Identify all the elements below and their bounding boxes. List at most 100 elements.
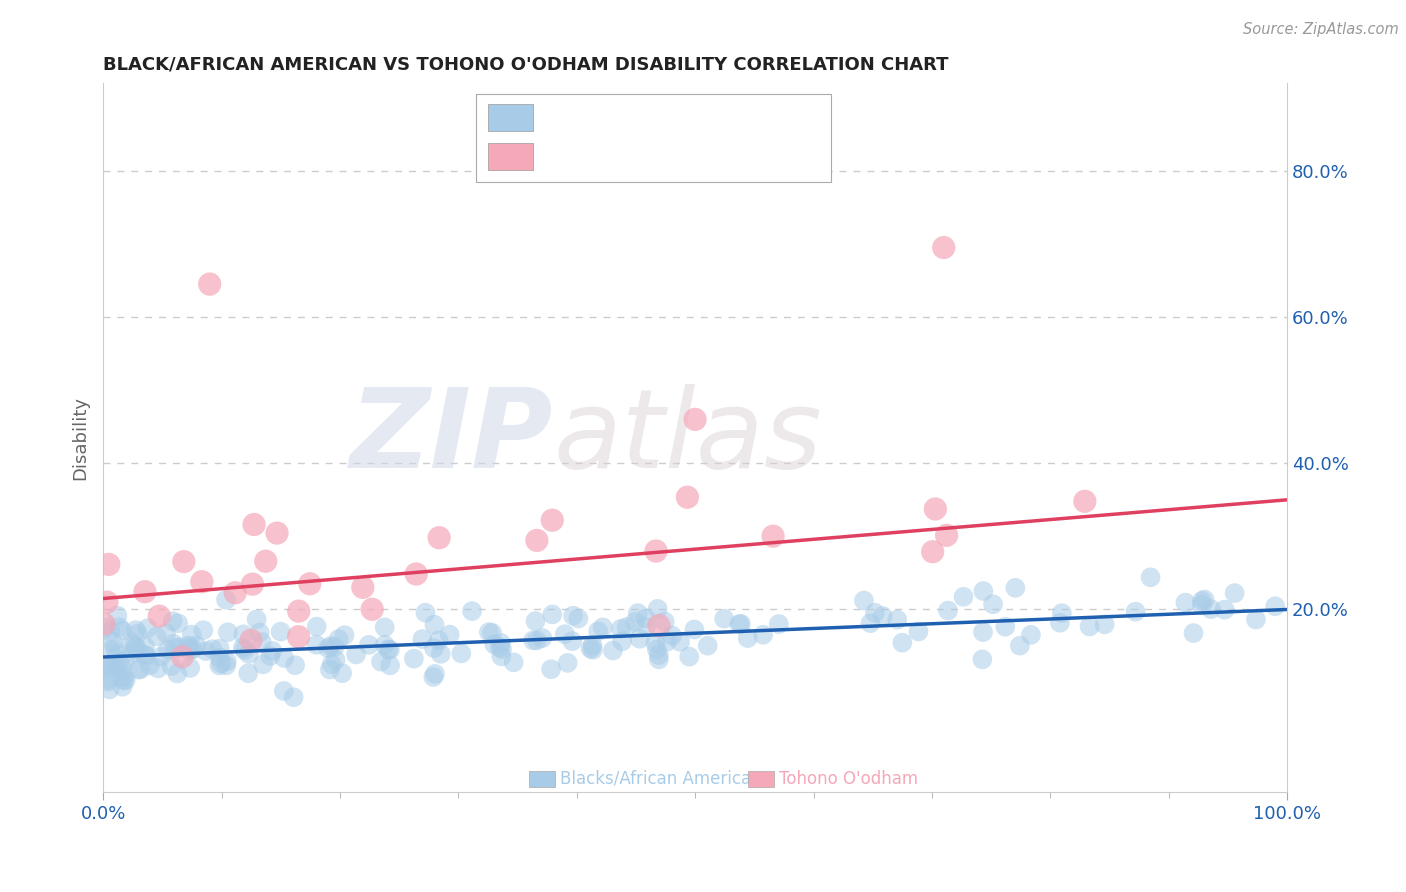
Point xyxy=(101,658,124,673)
Point xyxy=(526,533,548,548)
Point xyxy=(249,625,271,640)
Point xyxy=(145,630,167,644)
Point xyxy=(924,502,946,516)
Point xyxy=(110,671,132,685)
Point xyxy=(112,670,135,684)
Point xyxy=(93,617,115,632)
Point xyxy=(1213,602,1236,616)
Point xyxy=(374,620,396,634)
Point xyxy=(215,592,238,607)
Point xyxy=(273,651,295,665)
Point xyxy=(728,617,751,632)
Point xyxy=(531,631,554,645)
Point xyxy=(96,674,118,689)
Point xyxy=(167,616,190,631)
Point xyxy=(111,680,134,694)
Point xyxy=(502,656,524,670)
Point xyxy=(561,634,583,648)
Point xyxy=(129,662,152,676)
Point xyxy=(1050,606,1073,620)
Point xyxy=(439,627,461,641)
Point xyxy=(981,597,1004,611)
Point xyxy=(645,544,668,558)
Point xyxy=(1019,628,1042,642)
Point xyxy=(484,637,506,651)
Point xyxy=(325,653,347,667)
Point xyxy=(162,614,184,628)
Point xyxy=(972,584,994,599)
Point xyxy=(344,648,367,662)
Point xyxy=(859,616,882,631)
Point xyxy=(111,624,134,638)
Point xyxy=(134,584,156,599)
Point xyxy=(262,644,284,658)
Point xyxy=(852,593,875,607)
Point xyxy=(932,241,955,255)
Point xyxy=(972,625,994,640)
Point xyxy=(423,641,446,656)
Point xyxy=(127,626,149,640)
Point xyxy=(526,633,548,648)
Point xyxy=(238,647,260,661)
Point xyxy=(696,639,718,653)
Y-axis label: Disability: Disability xyxy=(72,396,89,480)
Point xyxy=(108,656,131,670)
Point xyxy=(238,666,260,681)
Point xyxy=(602,643,624,657)
Point xyxy=(173,555,195,569)
Point xyxy=(377,642,399,657)
Point xyxy=(541,607,564,622)
Text: atlas: atlas xyxy=(553,384,821,491)
Point xyxy=(586,624,609,639)
Point xyxy=(422,670,444,684)
Point xyxy=(1194,592,1216,607)
Point xyxy=(478,625,501,640)
Point xyxy=(101,635,124,649)
Point xyxy=(108,620,131,634)
Point xyxy=(581,639,603,653)
Point xyxy=(287,604,309,618)
Point xyxy=(427,633,450,648)
Point xyxy=(179,643,201,657)
Point xyxy=(522,633,544,648)
Point xyxy=(423,617,446,632)
Point xyxy=(208,650,231,665)
Text: Blacks/African Americans: Blacks/African Americans xyxy=(560,770,770,788)
Point xyxy=(1244,613,1267,627)
Point xyxy=(316,641,339,656)
Point xyxy=(172,649,194,664)
Point xyxy=(298,576,321,591)
Point xyxy=(193,623,215,637)
Point xyxy=(648,648,671,662)
Point xyxy=(592,620,614,634)
Point xyxy=(1199,602,1222,616)
Point xyxy=(122,646,145,660)
Point xyxy=(305,619,328,633)
Text: BLACK/AFRICAN AMERICAN VS TOHONO O'ODHAM DISABILITY CORRELATION CHART: BLACK/AFRICAN AMERICAN VS TOHONO O'ODHAM… xyxy=(103,55,949,73)
Point xyxy=(100,643,122,657)
Point xyxy=(1139,570,1161,584)
Point xyxy=(121,635,143,649)
Point xyxy=(1125,605,1147,619)
Point xyxy=(215,654,238,668)
Point xyxy=(654,615,676,629)
Point xyxy=(104,658,127,673)
Point xyxy=(259,648,281,663)
Point xyxy=(554,627,576,641)
Point xyxy=(624,615,647,629)
Point xyxy=(648,652,671,666)
Point xyxy=(139,658,162,673)
Point xyxy=(762,529,785,543)
Point xyxy=(100,624,122,639)
Point xyxy=(97,664,120,678)
FancyBboxPatch shape xyxy=(488,103,533,130)
Point xyxy=(683,412,706,426)
Point xyxy=(201,642,224,657)
Point xyxy=(1049,615,1071,630)
Point xyxy=(134,648,156,663)
Point xyxy=(1191,598,1213,612)
Point xyxy=(146,661,169,675)
Point xyxy=(283,690,305,705)
Point xyxy=(634,611,657,625)
Text: Tohono O'odham: Tohono O'odham xyxy=(779,770,918,788)
